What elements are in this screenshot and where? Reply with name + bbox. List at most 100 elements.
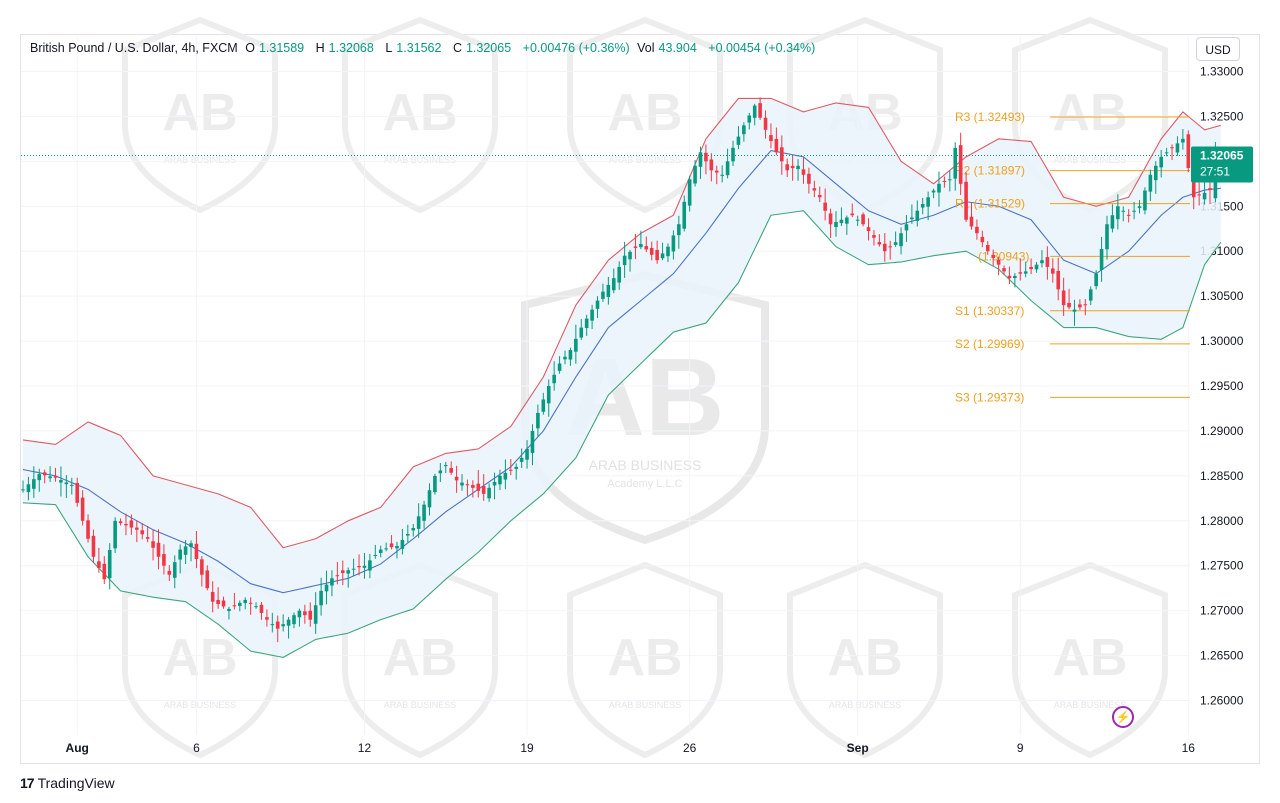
candle-body	[541, 399, 546, 412]
candle-body	[530, 430, 535, 453]
candle-body	[611, 278, 616, 291]
candle-body	[807, 173, 811, 184]
close-value: 1.32065	[465, 41, 512, 55]
candle-body	[671, 235, 676, 252]
watermark-line1: ARAB BUSINESS	[164, 155, 237, 165]
candle-body	[509, 469, 513, 471]
watermark-shield	[787, 561, 943, 759]
candle-body	[1099, 248, 1104, 270]
candle-body	[1023, 271, 1028, 274]
candle-body	[487, 487, 491, 499]
low-value: 1.31562	[396, 41, 442, 55]
candle-body	[75, 483, 79, 503]
candle-body	[313, 605, 318, 624]
watermark-line1-large: ARAB BUSINESS	[589, 457, 702, 473]
watermark-line1: ARAB BUSINESS	[164, 700, 237, 710]
candle-body	[660, 253, 665, 259]
vol-change-value: +0.00454 (+0.34%)	[708, 41, 816, 55]
candle-body	[368, 560, 372, 571]
candle-body	[145, 537, 150, 539]
candle-body	[91, 535, 96, 557]
candle-body	[514, 466, 519, 469]
candle-body	[536, 412, 540, 429]
candle-body	[888, 246, 892, 248]
candle-body	[172, 562, 177, 578]
candle-body	[378, 549, 383, 554]
candle-body	[704, 152, 708, 162]
candle-body	[801, 169, 806, 175]
x-tick-label: 26	[683, 741, 697, 755]
x-tick-label: 19	[520, 741, 534, 755]
candle-body	[151, 541, 155, 548]
candle-body	[991, 254, 995, 258]
candle-body	[861, 214, 865, 225]
candle-body	[617, 266, 621, 283]
symbol-name: British Pound / U.S. Dollar, 4h, FXCM	[30, 41, 238, 55]
candle-body	[557, 363, 562, 371]
watermark-initials: AB	[1052, 84, 1127, 142]
pivot-label-r2: R2 (1.31897)	[955, 164, 1025, 178]
candle-body	[48, 476, 52, 479]
candle-body	[693, 165, 697, 184]
candle-body	[1034, 264, 1039, 270]
watermark-shield	[342, 561, 498, 759]
candle-body	[817, 194, 822, 198]
candle-body	[996, 259, 1001, 265]
candle-body	[324, 584, 329, 592]
candle-body	[752, 105, 757, 118]
candle-body	[942, 180, 947, 182]
candle-body	[118, 521, 123, 524]
candle-body	[872, 235, 876, 238]
candle-body	[275, 621, 280, 629]
candle-body	[628, 251, 632, 260]
currency-button[interactable]: USD	[1196, 37, 1240, 61]
candle-body	[406, 533, 410, 536]
candle-body	[1067, 302, 1071, 308]
candle-body	[948, 179, 952, 181]
watermark-shield	[122, 16, 278, 214]
high-value: 1.32068	[328, 41, 374, 55]
candle-body	[563, 356, 567, 360]
candle-body	[639, 244, 643, 248]
lightning-icon[interactable]: ⚡	[1112, 706, 1134, 728]
y-tick-label: 1.29000	[1200, 424, 1244, 438]
watermark-line1: ARAB BUSINESS	[1054, 700, 1127, 710]
candle-body	[790, 165, 795, 169]
watermark-shield	[342, 16, 498, 214]
candle-body	[720, 174, 724, 176]
candle-body	[340, 570, 345, 573]
tradingview-brand[interactable]: 17 TradingView	[20, 775, 115, 791]
candle-body	[1126, 214, 1131, 216]
candle-body	[1191, 167, 1196, 198]
candle-body	[454, 476, 459, 481]
watermark-initials: AB	[382, 629, 457, 687]
candle-body	[828, 213, 833, 225]
candle-body	[958, 145, 963, 184]
candle-body	[899, 233, 903, 247]
candle-body	[682, 201, 687, 229]
candle-body	[465, 484, 470, 486]
candle-body	[135, 527, 139, 530]
candle-body	[162, 554, 166, 566]
y-tick-label: 1.33000	[1200, 64, 1244, 78]
candle-body	[205, 570, 210, 589]
candle-body	[189, 543, 193, 548]
open-label: O	[245, 41, 255, 55]
candle-body	[769, 135, 773, 142]
candle-body	[32, 479, 36, 489]
candle-body	[1170, 147, 1174, 149]
bollinger-upper-line	[22, 97, 1221, 549]
candle-body	[649, 247, 654, 255]
candle-body	[200, 559, 204, 575]
candle-body	[796, 165, 800, 169]
candle-body	[221, 600, 226, 607]
candle-body	[904, 224, 909, 231]
candle-body	[1002, 268, 1006, 272]
candle-body	[1045, 257, 1050, 267]
y-tick-label: 1.30500	[1200, 289, 1244, 303]
candle-body	[492, 481, 497, 486]
candle-body	[1132, 210, 1136, 212]
candle-body	[400, 539, 405, 549]
candle-body	[525, 448, 529, 460]
